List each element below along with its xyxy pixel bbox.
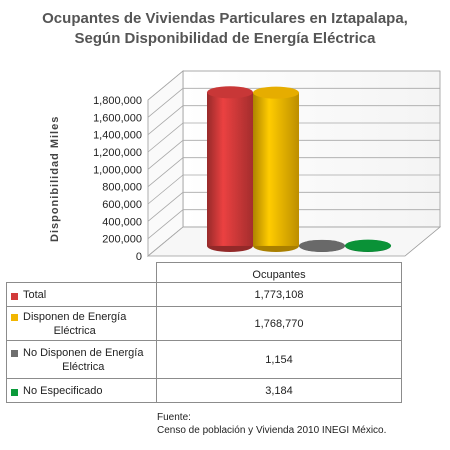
gridline — [147, 105, 440, 135]
bar-top — [207, 86, 253, 99]
table-series-cell: No Especificado — [6, 378, 157, 403]
table-row: No Especificado 3,184 — [6, 378, 402, 403]
y-tick-label: 200,000 — [102, 234, 142, 246]
gridline — [147, 122, 440, 153]
chart-title-line-2: Según Disponibilidad de Energía Eléctric… — [74, 30, 376, 47]
series-name-total: Total — [23, 288, 47, 301]
bar-top — [345, 239, 391, 252]
gridline — [147, 157, 440, 187]
bar-1 — [207, 86, 253, 252]
source-note: Fuente: Censo de población y Vivienda 20… — [157, 411, 386, 437]
bar-4 — [345, 239, 391, 252]
y-tick-label: 1,400,000 — [93, 130, 142, 142]
source-line-2: Censo de población y Vivienda 2010 INEGI… — [157, 425, 387, 436]
gridline — [147, 226, 440, 257]
data-table: Ocupantes Total 1,773,108 Disponen de En… — [6, 262, 402, 403]
bar-top — [299, 239, 345, 252]
table-row: No Disponen de Energía Eléctrica 1,154 — [6, 340, 402, 379]
table-value-disponen: 1,768,770 — [156, 306, 402, 341]
y-tick-label: 1,200,000 — [93, 147, 142, 159]
y-tick-label: 600,000 — [102, 199, 142, 211]
y-tick-label: 0 — [136, 251, 142, 263]
table-corner-cell — [6, 262, 157, 283]
bar-top — [253, 86, 299, 99]
series-name-disponen-line-1: Disponen de Energía — [23, 310, 127, 323]
chart-side-wall — [147, 70, 184, 257]
legend-key-no-disponen — [11, 349, 18, 357]
table-category-header: Ocupantes — [156, 262, 402, 283]
table-series-cell: No Disponen de Energía Eléctrica — [6, 340, 157, 379]
table-series-cell: Total — [6, 282, 157, 307]
gridline — [147, 87, 440, 118]
table-value-no-especificado: 3,184 — [156, 378, 402, 403]
y-axis-label: Disponibilidad Miles — [49, 115, 61, 242]
series-name-disponen-line-2: Eléctrica — [53, 324, 96, 337]
bar-body — [207, 92, 253, 246]
y-tick-label: 400,000 — [102, 216, 142, 228]
series-name-no-disponen-line-1: No Disponen de Energía — [23, 346, 144, 359]
legend-key-no-especificado — [11, 388, 18, 396]
gridline — [147, 139, 440, 170]
legend-key-disponen — [11, 313, 18, 321]
source-line-1: Fuente: — [157, 412, 191, 423]
y-tick-label: 1,800,000 — [93, 95, 142, 107]
gridline — [147, 70, 440, 101]
bar-3 — [299, 239, 345, 252]
table-row: Total 1,773,108 — [6, 282, 402, 307]
chart-title-line-1: Ocupantes de Viviendas Particulares en I… — [42, 10, 408, 27]
table-series-cell: Disponen de Energía Eléctrica — [6, 306, 157, 341]
gridline — [147, 191, 440, 222]
y-tick-label: 1,600,000 — [93, 112, 142, 124]
table-value-no-disponen: 1,154 — [156, 340, 402, 379]
y-tick-label: 800,000 — [102, 182, 142, 194]
series-name-no-especificado: No Especificado — [23, 384, 103, 397]
table-value-total: 1,773,108 — [156, 282, 402, 307]
series-name-no-disponen-line-2: Eléctrica — [62, 360, 105, 373]
bar-2 — [253, 86, 299, 252]
legend-key-total — [11, 292, 18, 300]
y-tick-label: 1,000,000 — [93, 164, 142, 176]
bar-body — [253, 92, 299, 246]
gridline — [147, 209, 440, 239]
table-row: Disponen de Energía Eléctrica 1,768,770 — [6, 306, 402, 341]
chart-title: Ocupantes de Viviendas Particulares en I… — [0, 9, 450, 49]
table-header-row: Ocupantes — [6, 262, 402, 283]
gridline — [147, 174, 440, 205]
